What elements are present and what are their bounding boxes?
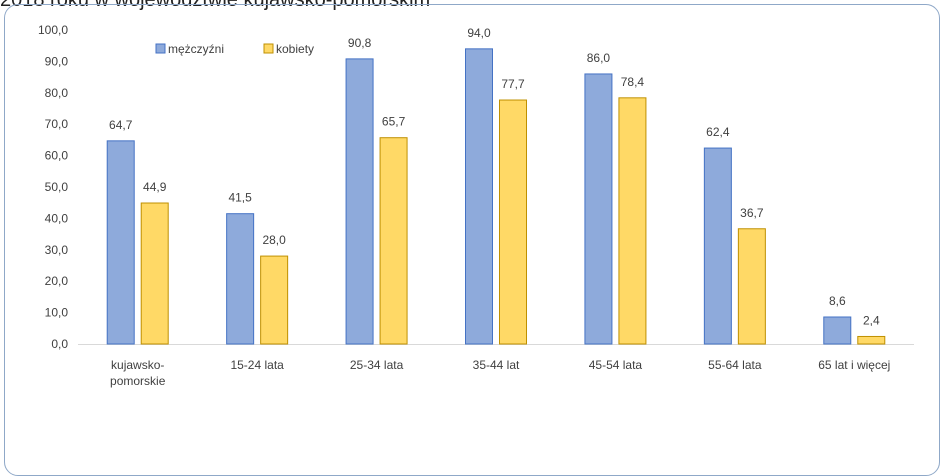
legend-swatch-men: [155, 43, 166, 54]
data-label-women: 2,4: [863, 313, 880, 327]
bar-men: [465, 48, 493, 345]
data-label-men: 90,8: [348, 36, 372, 50]
category-label: 55-64 lata: [708, 358, 762, 372]
y-tick-label: 60,0: [45, 149, 69, 163]
y-tick-label: 10,0: [45, 306, 69, 320]
data-label-men: 86,0: [587, 51, 611, 65]
data-label-women: 44,9: [143, 180, 167, 194]
bar-women: [737, 228, 766, 345]
chart-heading: 2018 roku w województwie kujawsko-pomors…: [0, 0, 431, 11]
bar-men: [226, 213, 255, 345]
legend-label-men: mężczyźni: [168, 42, 224, 56]
y-tick-label: 50,0: [45, 180, 69, 194]
data-label-women: 36,7: [740, 206, 764, 220]
category-label: 45-54 lata: [589, 358, 643, 372]
bar-men: [106, 140, 135, 345]
bar-men: [345, 58, 374, 345]
y-tick-label: 40,0: [45, 211, 69, 225]
category-label: kujawsko-: [111, 358, 164, 372]
data-label-women: 28,0: [262, 233, 286, 247]
bar-women: [140, 202, 169, 345]
category-label: 65 lat i więcej: [818, 358, 890, 372]
bar-men: [823, 316, 852, 345]
legend-swatch-women: [263, 43, 274, 54]
bar-women: [857, 335, 886, 345]
y-tick-label: 0,0: [51, 337, 68, 351]
bar-men: [584, 73, 613, 345]
data-label-women: 78,4: [621, 75, 645, 89]
category-label: pomorskie: [110, 374, 166, 388]
data-label-women: 65,7: [382, 115, 406, 129]
data-label-men: 8,6: [829, 294, 846, 308]
bar-chart: 0,0 10,0 20,0 30,0 40,0 50,0 60,0 70,0 80,0 90,0 1…: [38, 23, 914, 388]
bar-men: [703, 147, 732, 345]
category-label: 25-34 lata: [350, 358, 404, 372]
y-tick-label: 80,0: [45, 86, 69, 100]
data-label-men: 62,4: [706, 125, 730, 139]
bar-women: [618, 97, 647, 345]
legend-label-women: kobiety: [276, 42, 314, 56]
data-label-men: 64,7: [109, 118, 133, 132]
category-label: 15-24 lata: [230, 358, 284, 372]
data-label-women: 77,7: [501, 77, 525, 91]
bar-women: [260, 255, 289, 345]
y-tick-label: 30,0: [45, 243, 69, 257]
y-tick-label: 20,0: [45, 274, 69, 288]
category-label: 35-44 lat: [473, 358, 520, 372]
bar-women: [499, 99, 527, 345]
data-label-men: 94,0: [467, 26, 491, 40]
bar-women: [379, 137, 408, 345]
data-label-men: 41,5: [228, 191, 252, 205]
y-tick-label: 70,0: [45, 117, 69, 131]
y-tick-label: 100,0: [38, 23, 68, 37]
y-tick-label: 90,0: [45, 54, 69, 68]
